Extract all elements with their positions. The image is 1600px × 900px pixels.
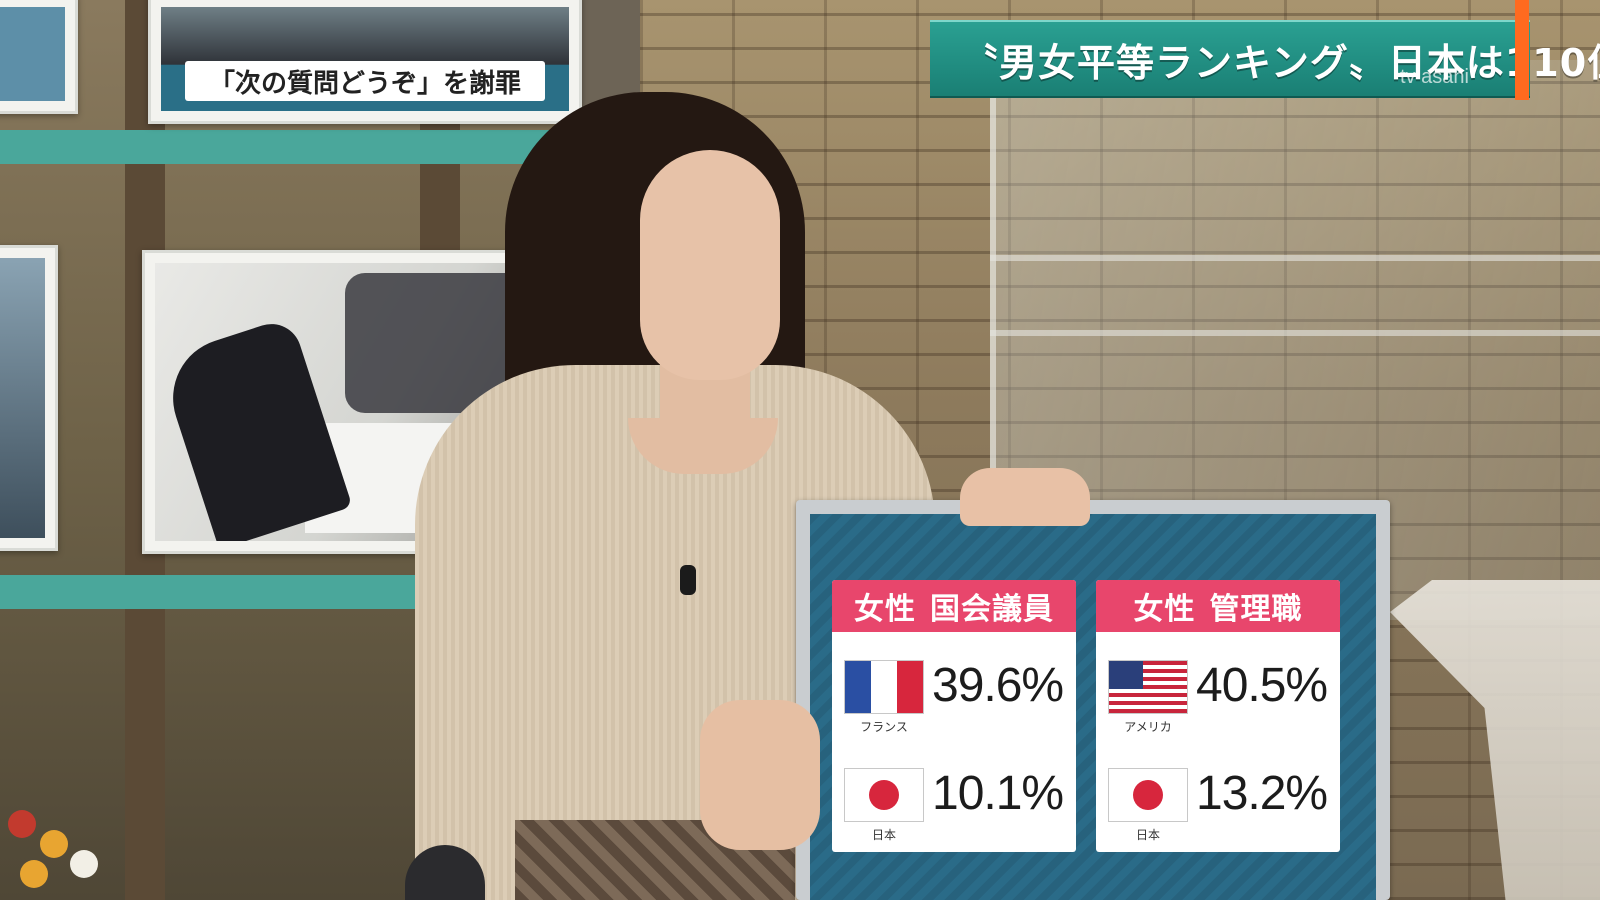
card-female-lawmakers: 女性 国会議員 フランス 39.6% 日本 [832, 580, 1076, 852]
flower [40, 830, 68, 858]
glass-rail [990, 255, 1600, 261]
ticker-headline: 〝男女平等ランキング〟日本は110位 [960, 40, 1600, 85]
card-header: 女性 国会議員 [832, 580, 1076, 632]
flag-block: フランス [844, 660, 924, 735]
headline-ticker: 〝男女平等ランキング〟日本は110位 [930, 20, 1600, 98]
bowing-man [157, 316, 353, 541]
glass-rail [990, 330, 1600, 336]
background-monitor [0, 245, 58, 551]
presenter-hand [960, 468, 1090, 526]
card-title-part: 国会議員 [930, 592, 1054, 627]
teal-shelf [0, 130, 560, 164]
monitor-screen [0, 7, 65, 101]
presenter-hand [700, 700, 820, 850]
background-monitor-news: 「次の質問どうぞ」を謝罪 [148, 0, 582, 124]
usa-flag-icon [1108, 660, 1188, 714]
lapel-mic-icon [680, 565, 696, 595]
stat-row: フランス 39.6% [832, 650, 1076, 750]
ticker-accent-bar [1515, 0, 1529, 100]
stat-value: 39.6% [932, 659, 1064, 712]
info-board: 女性 国会議員 フランス 39.6% 日本 [796, 500, 1390, 900]
monitor-screen [0, 258, 45, 538]
left-studio-set: 「次の質問どうぞ」を謝罪 [0, 0, 582, 900]
stat-row: 日本 10.1% [832, 758, 1076, 852]
background-monitor [0, 0, 78, 114]
japan-flag-icon [844, 768, 924, 822]
card-title-part: 管理職 [1209, 592, 1303, 627]
country-label: 日本 [871, 828, 896, 842]
board-panel: 女性 国会議員 フランス 39.6% 日本 [810, 514, 1376, 900]
stat-value: 10.1% [932, 767, 1064, 820]
japan-flag-icon [1108, 768, 1188, 822]
card-title-part: 女性 [1133, 592, 1196, 627]
flag-block: アメリカ [1108, 660, 1188, 735]
presenter-face [640, 150, 780, 380]
monitor-screen: 「次の質問どうぞ」を謝罪 [161, 7, 569, 111]
stat-value: 13.2% [1196, 767, 1328, 820]
card-female-managers: 女性 管理職 アメリカ 40.5% 日本 13.2% [1096, 580, 1340, 852]
france-flag-icon [844, 660, 924, 714]
stat-row: アメリカ 40.5% [1096, 650, 1340, 750]
stat-value: 40.5% [1196, 659, 1328, 712]
card-title-part: 女性 [854, 592, 916, 627]
country-label: フランス [860, 720, 908, 734]
flower [70, 850, 98, 878]
country-label: アメリカ [1124, 720, 1172, 734]
card-header: 女性 管理職 [1096, 580, 1340, 632]
stat-row: 日本 13.2% [1096, 758, 1340, 852]
flower-arrangement [0, 790, 130, 900]
flag-block: 日本 [1108, 768, 1188, 843]
channel-watermark: tv asahi [1400, 66, 1469, 88]
flower [8, 810, 36, 838]
country-label: 日本 [1135, 828, 1160, 842]
flag-block: 日本 [844, 768, 924, 843]
monitor-caption: 「次の質問どうぞ」を謝罪 [185, 61, 545, 101]
flower [20, 860, 48, 888]
